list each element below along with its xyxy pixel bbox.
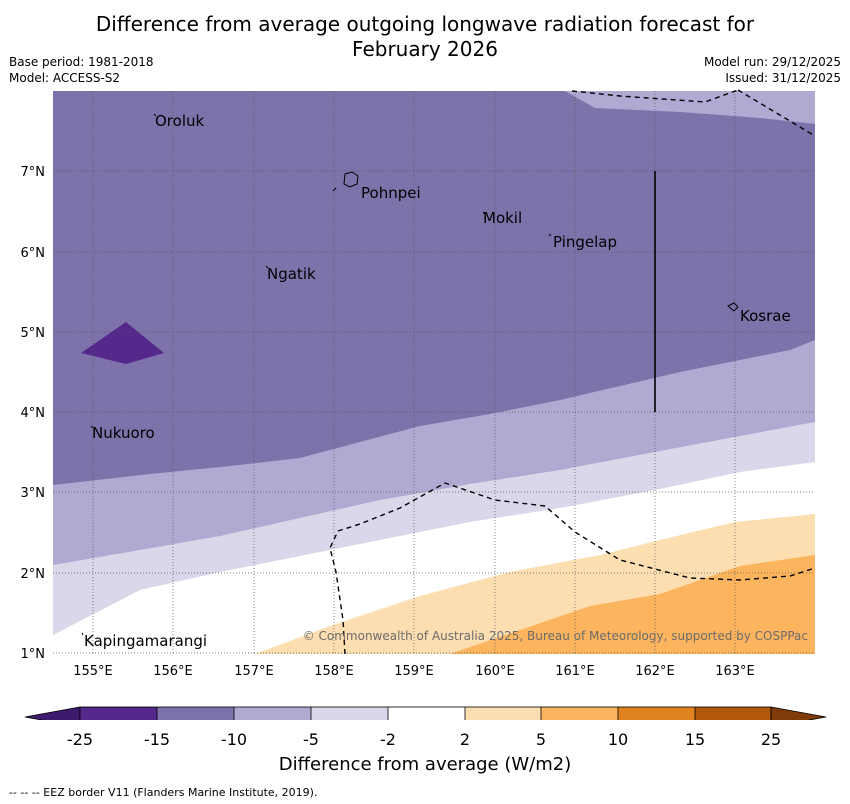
cb-tick-neg10: -10	[220, 730, 248, 749]
lat-label-3n: 3°N	[21, 486, 46, 501]
cb-tick-10: 10	[607, 730, 629, 749]
label-kapingamarangi: Kapingamarangi	[84, 632, 207, 650]
colorbar-title: Difference from average (W/m2)	[278, 754, 572, 775]
lon-label-159e: 159°E	[394, 664, 434, 679]
cb-tick-neg2: -2	[380, 730, 396, 749]
colorbar-seg-5	[388, 707, 465, 720]
lon-label-161e: 161°E	[555, 664, 595, 679]
lon-label-163e: 163°E	[715, 664, 755, 679]
colorbar-seg-4	[311, 707, 388, 720]
eez-footnote: -- -- -- EEZ border V11 (Flanders Marine…	[9, 786, 318, 799]
nukuoro-dot	[90, 425, 94, 429]
oroluk-dot	[153, 113, 157, 117]
colorbar-seg-6	[465, 707, 541, 720]
kapingamarangi-dot	[81, 632, 84, 636]
colorbar-seg-1	[80, 707, 157, 720]
colorbar-seg-7	[541, 707, 618, 720]
cb-tick-15: 15	[684, 730, 706, 749]
pohnpei-island	[343, 171, 359, 188]
label-nukuoro: Nukuoro	[92, 424, 155, 442]
model-run: Model run: 29/12/2025	[703, 55, 841, 69]
cb-tick-neg5: -5	[303, 730, 319, 749]
colorbar-arrow-left	[24, 706, 81, 720]
cb-tick-5: 5	[535, 730, 547, 749]
pohnpei-outlier	[332, 187, 337, 192]
band-orange	[450, 555, 815, 654]
lat-label-5n: 5°N	[21, 326, 46, 341]
pingelap-dot	[548, 233, 552, 237]
label-pingelap: Pingelap	[553, 233, 617, 251]
cb-tick-neg25: -25	[66, 730, 94, 749]
colorbar-seg-2	[157, 707, 234, 720]
meta-right: Model run: 29/12/2025 Issued: 31/12/2025	[704, 54, 841, 86]
title-line-1: Difference from average outgoing longwav…	[95, 12, 755, 36]
colorbar	[24, 706, 827, 720]
map: Oroluk Pohnpei Mokil Pingelap Ngatik Kos…	[21, 89, 827, 720]
label-pohnpei: Pohnpei	[361, 184, 421, 202]
colorbar-arrow-right	[770, 706, 827, 720]
cb-tick-neg15: -15	[143, 730, 171, 749]
model-name: Model: ACCESS-S2	[9, 71, 121, 85]
lon-label-162e: 162°E	[635, 664, 675, 679]
ngatik-dot	[265, 265, 269, 269]
lon-label-156e: 156°E	[153, 664, 193, 679]
band-deep-purple	[81, 322, 164, 364]
cb-tick-25: 25	[760, 730, 782, 749]
chart-title: Difference from average outgoing longwav…	[0, 12, 850, 62]
colorbar-seg-3	[234, 707, 311, 720]
kosrae-island	[727, 302, 739, 312]
label-kosrae: Kosrae	[740, 307, 791, 325]
eez-border	[329, 89, 816, 655]
lat-label-4n: 4°N	[21, 406, 46, 421]
map-fill	[53, 91, 815, 654]
lon-label-158e: 158°E	[314, 664, 354, 679]
title-line-2: February 2026	[352, 37, 498, 61]
colorbar-seg-8	[618, 707, 695, 720]
lat-label-1n: 1°N	[21, 647, 46, 662]
issued-date: Issued: 31/12/2025	[725, 71, 841, 85]
label-ngatik: Ngatik	[267, 265, 316, 283]
islands	[81, 113, 739, 636]
lat-label-2n: 2°N	[21, 567, 46, 582]
label-mokil: Mokil	[483, 209, 522, 227]
lon-label-155e: 155°E	[73, 664, 113, 679]
meta-left: Base period: 1981-2018 Model: ACCESS-S2	[9, 54, 154, 86]
label-oroluk: Oroluk	[155, 112, 204, 130]
lat-label-7n: 7°N	[21, 165, 46, 180]
colorbar-seg-9	[695, 707, 771, 720]
copyright: © Commonwealth of Australia 2025, Bureau…	[303, 629, 808, 643]
lon-label-160e: 160°E	[475, 664, 515, 679]
cb-tick-2: 2	[459, 730, 471, 749]
mokil-dot	[482, 211, 486, 215]
base-period: Base period: 1981-2018	[9, 55, 154, 69]
band-purple	[53, 91, 815, 485]
lat-label-6n: 6°N	[21, 246, 46, 261]
lon-label-157e: 157°E	[234, 664, 274, 679]
